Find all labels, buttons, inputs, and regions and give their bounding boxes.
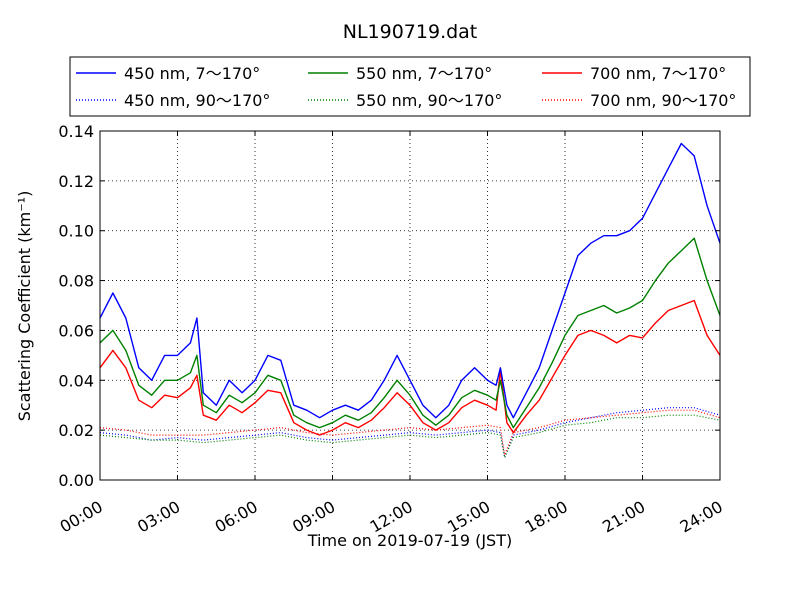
legend-label: 700 nm, 90～170°	[590, 91, 736, 110]
y-tick-label: 0.00	[58, 471, 94, 490]
x-tick-label: 00:00	[57, 497, 106, 537]
x-tick-label: 18:00	[522, 497, 571, 537]
x-tick-label: 21:00	[599, 497, 648, 537]
chart-title: NL190719.dat	[343, 21, 478, 43]
grid-lines	[100, 131, 720, 480]
series-line-450-nm-90-170-	[100, 407, 720, 459]
series-line-450-nm-7-170-	[100, 142, 720, 419]
legend-label: 450 nm, 90～170°	[124, 91, 270, 110]
legend: 450 nm, 7～170° 450 nm, 90～170° 550 nm, 7～1…	[69, 56, 751, 117]
y-tick-label: 0.06	[58, 321, 94, 340]
x-tick-label: 03:00	[134, 497, 183, 537]
legend-label: 550 nm, 7～170°	[356, 64, 492, 83]
y-tick-label: 0.10	[58, 222, 94, 241]
legend-label: 550 nm, 90～170°	[356, 91, 502, 110]
y-tick-label: 0.08	[58, 272, 94, 291]
x-tick-label: 06:00	[212, 497, 261, 537]
x-tick-label: 24:00	[677, 497, 726, 537]
legend-frame	[69, 56, 751, 117]
series-line-700-nm-7-170-	[100, 299, 720, 436]
plot-area: 0.00 0.02 0.04 0.06 0.08 0.10 0.12 0.14 00:00 03:…	[57, 122, 726, 537]
series-line-550-nm-7-170-	[100, 237, 720, 429]
legend-label: 450 nm, 7～170°	[124, 64, 260, 83]
x-axis-label: Time on 2019-07-19 (JST)	[307, 531, 512, 550]
y-axis-label: Scattering Coefficient (km⁻¹)	[15, 191, 34, 422]
y-tick-label: 0.04	[58, 371, 94, 390]
y-tick-label: 0.12	[58, 172, 94, 191]
y-tick-label: 0.02	[58, 421, 94, 440]
y-tick-label: 0.14	[58, 122, 94, 141]
legend-label: 700 nm, 7～170°	[590, 64, 726, 83]
series-layer	[100, 142, 720, 459]
